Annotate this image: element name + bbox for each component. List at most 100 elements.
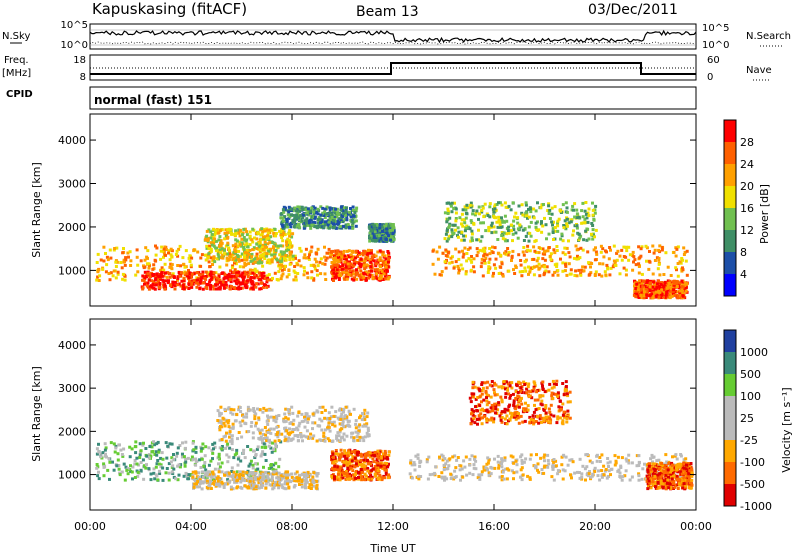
power-cell [350, 224, 354, 227]
power-cell [471, 209, 475, 213]
velocity-cell [376, 449, 380, 453]
power-cell [349, 253, 353, 257]
nave-tick-top: 60 [707, 55, 720, 66]
power-cell [238, 265, 242, 269]
power-cell [556, 224, 560, 228]
power-cell [265, 254, 269, 258]
power-cell [338, 265, 342, 269]
power-cell [204, 270, 208, 274]
velocity-cell [347, 474, 351, 478]
velocity-cell [227, 471, 231, 475]
power-cell [250, 286, 254, 290]
power-cell [215, 280, 219, 284]
velocity-cell [303, 473, 307, 477]
power-cell [166, 271, 170, 275]
power-cell [637, 271, 641, 275]
power-cell [376, 227, 380, 231]
power-cell [196, 278, 199, 282]
power-cell [108, 248, 112, 252]
velocity-cell [358, 460, 362, 464]
velocity-cell [218, 482, 222, 486]
velocity-cell [248, 479, 252, 483]
power-cell [345, 206, 348, 210]
power-cell [676, 262, 680, 265]
velocity-cell [241, 413, 244, 417]
power-cell [486, 214, 490, 217]
power-cell [139, 259, 143, 263]
power-cell [189, 265, 193, 269]
power-cell [142, 266, 146, 270]
power-cell [234, 251, 238, 255]
power-cell [288, 215, 292, 219]
velocity-cell [154, 465, 158, 469]
velocity-cell [220, 480, 224, 484]
power-cell [163, 262, 167, 266]
power-cell [282, 210, 286, 214]
velocity-cell [257, 481, 261, 484]
power-cell [685, 282, 689, 286]
power-cell [278, 266, 282, 270]
power-cell [673, 286, 677, 290]
power-cell [444, 232, 448, 236]
power-cell [438, 245, 442, 249]
velocity-cell [265, 436, 269, 440]
power-cell [637, 245, 641, 249]
velocity-cell [232, 478, 236, 481]
power-cell [175, 283, 179, 287]
power-cell [182, 263, 186, 267]
velocity-cell [236, 478, 240, 482]
velocity-cell [209, 480, 212, 484]
power-cell [450, 230, 454, 234]
power-cell [648, 279, 652, 283]
velocity-cell [194, 457, 198, 461]
power-cell [245, 258, 249, 262]
power-cell [576, 254, 579, 258]
velocity-cell [204, 445, 208, 449]
power-cell [313, 257, 317, 261]
power-cell [389, 228, 393, 232]
power-cell [235, 273, 239, 277]
power-cell [540, 203, 544, 207]
power-cell [494, 230, 498, 234]
power-cell [106, 258, 110, 262]
power-cell [378, 277, 381, 281]
power-cell [327, 220, 331, 224]
power-cell [187, 276, 191, 280]
power-cell [681, 294, 685, 298]
velocity-cell [215, 483, 218, 487]
velocity-cell [167, 471, 171, 475]
power-cell [280, 236, 284, 240]
velocity-cell [235, 448, 239, 452]
velocity-cell [156, 478, 160, 482]
velocity-cell [181, 441, 184, 445]
velocity-cell [385, 472, 388, 476]
power-cell [461, 255, 465, 259]
power-cell [195, 285, 199, 289]
velocity-cell [221, 416, 225, 420]
power-cell [385, 233, 388, 237]
velocity-cell [215, 477, 219, 480]
power-cell [452, 207, 456, 210]
power-cell [226, 235, 230, 239]
velocity-cell [245, 430, 249, 434]
power-cell [373, 224, 377, 228]
power-colorbar-tick: 4 [740, 268, 747, 281]
velocity-cell [332, 420, 336, 424]
power-cell [190, 279, 194, 283]
power-cell [235, 239, 239, 243]
velocity-cell [286, 417, 290, 421]
velocity-cell [279, 440, 283, 444]
power-cell [524, 214, 528, 218]
power-cell [341, 263, 345, 267]
power-cell [464, 208, 468, 212]
power-cell [446, 207, 450, 211]
power-cell [240, 241, 244, 245]
power-cell [240, 237, 244, 241]
power-cell [367, 276, 371, 280]
power-cell [381, 250, 385, 254]
velocity-cell [155, 453, 159, 457]
power-cell [154, 283, 158, 287]
velocity-cell [375, 462, 379, 465]
velocity-cell [354, 449, 358, 453]
